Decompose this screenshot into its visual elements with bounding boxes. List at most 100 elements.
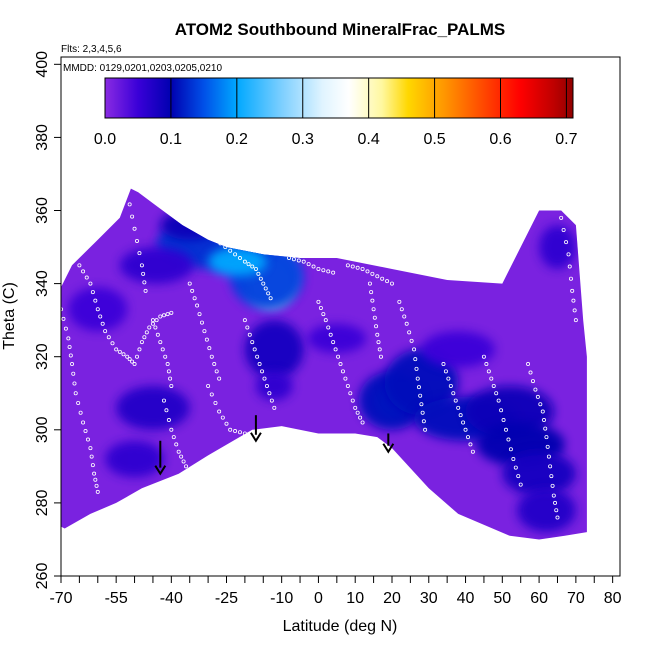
sample-point: [468, 442, 473, 447]
sample-point: [266, 291, 271, 296]
sample-point: [371, 307, 376, 312]
sample-point: [70, 362, 75, 367]
sample-point: [242, 259, 247, 264]
sample-point: [316, 266, 321, 271]
sample-point: [340, 369, 345, 374]
sample-point: [291, 257, 296, 262]
sample-point: [132, 226, 137, 231]
heatmap-cell: [160, 210, 220, 240]
sample-point: [494, 391, 499, 396]
sample-point: [206, 383, 211, 388]
sample-point: [63, 326, 68, 331]
sample-point: [551, 493, 556, 498]
sample-point: [360, 420, 365, 425]
sample-point: [195, 303, 200, 308]
sample-point: [213, 237, 218, 242]
sample-point: [503, 427, 508, 432]
sample-point: [404, 321, 409, 326]
sample-point: [407, 330, 412, 335]
sample-point: [448, 383, 453, 388]
sample-point: [499, 408, 504, 413]
sample-point: [250, 340, 255, 345]
sample-point: [160, 347, 165, 352]
sample-point: [345, 263, 350, 268]
sample-point: [402, 314, 407, 319]
sample-point: [545, 444, 550, 449]
y-tick-label: 280: [34, 489, 51, 516]
sample-point: [77, 263, 82, 268]
sample-point: [256, 271, 261, 276]
y-axis-label: Theta (C): [1, 282, 18, 350]
sample-point: [83, 429, 88, 434]
sample-point: [451, 391, 456, 396]
sample-point: [92, 471, 97, 476]
sample-point: [355, 265, 360, 270]
sample-point: [343, 376, 348, 381]
sample-point: [413, 357, 418, 362]
sample-point: [489, 376, 494, 381]
sample-point: [68, 353, 73, 358]
sample-point: [550, 483, 555, 488]
sample-point: [415, 376, 420, 381]
sample-point: [139, 340, 144, 345]
heatmap-cell: [255, 371, 293, 401]
sample-point: [137, 251, 142, 256]
y-tick-label: 340: [34, 270, 51, 297]
sample-point: [237, 256, 242, 261]
heatmap-cell: [68, 287, 128, 332]
sample-point: [110, 341, 115, 346]
sample-point: [267, 391, 272, 396]
sample-point: [263, 286, 268, 291]
sample-point: [561, 227, 566, 232]
sample-point: [81, 420, 86, 425]
sample-point: [187, 281, 192, 286]
sample-point: [127, 357, 132, 362]
sample-point: [378, 354, 383, 359]
sample-point: [197, 312, 202, 317]
sample-point: [166, 418, 171, 423]
sample-point: [81, 269, 86, 274]
sample-point: [202, 329, 207, 334]
sample-point: [153, 325, 158, 330]
sample-point: [420, 410, 425, 415]
sample-point: [61, 316, 66, 321]
sample-point: [161, 398, 166, 403]
colorbar-tick-label: 0.7: [555, 131, 577, 148]
sample-point: [423, 427, 428, 432]
sample-point: [253, 266, 258, 271]
sample-point: [258, 276, 263, 281]
sample-point: [228, 427, 233, 432]
heatmap-field: [61, 188, 587, 540]
sample-point: [233, 429, 238, 434]
sample-point: [365, 269, 370, 274]
colorbar-tick-label: 0.0: [94, 131, 116, 148]
flights-note: Flts: 2,3,4,5,6: [61, 44, 122, 55]
sample-point: [528, 370, 533, 375]
sample-point: [421, 419, 426, 424]
sample-point: [326, 325, 331, 330]
sample-point: [132, 362, 137, 367]
sample-point: [209, 354, 214, 359]
sample-point: [321, 268, 326, 273]
heatmap-cell: [502, 451, 576, 496]
sample-point: [78, 410, 83, 415]
x-tick-label: 50: [493, 590, 511, 607]
sample-point: [228, 248, 233, 253]
sample-point: [192, 296, 197, 301]
colorbar: 0.0 0.1 0.2 0.3 0.4 0.5 0.6 0.7: [94, 77, 578, 148]
x-tick-label: 10: [346, 590, 364, 607]
chart-title: ATOM2 Southbound MineralFrac_PALMS: [175, 20, 506, 39]
y-tick-label: 360: [34, 197, 51, 224]
sample-point: [380, 276, 385, 281]
sample-point: [321, 312, 326, 317]
sample-point: [260, 369, 265, 374]
sample-point: [181, 459, 186, 464]
sample-point: [142, 335, 147, 340]
sample-point: [218, 241, 223, 246]
heatmap-cell: [517, 488, 576, 533]
sample-point: [169, 427, 174, 432]
sample-point: [199, 320, 204, 325]
sample-point: [150, 321, 155, 326]
sample-point: [137, 347, 142, 352]
sample-point: [345, 383, 350, 388]
